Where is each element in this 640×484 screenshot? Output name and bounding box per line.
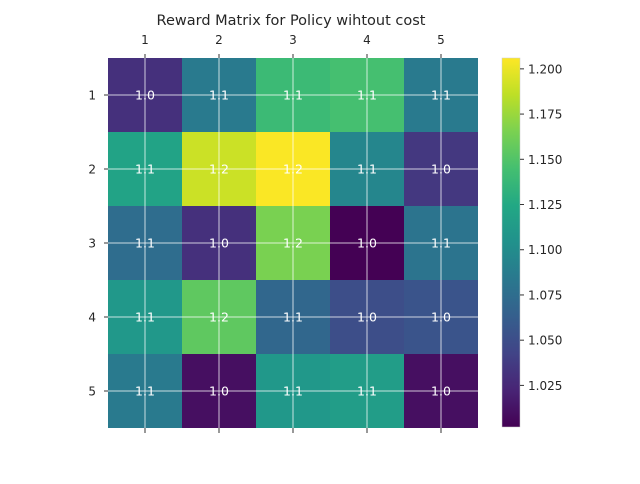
cell-label: 1.1 (135, 310, 155, 325)
colorbar-tick-label: 1.075 (528, 288, 562, 302)
grid-lines (108, 58, 478, 428)
cell-label: 1.2 (283, 162, 303, 177)
x-axis-ticks: 1 2 3 4 5 (141, 33, 445, 433)
x-tick-label: 2 (215, 33, 223, 47)
cell-label: 1.0 (431, 384, 451, 399)
colorbar-tick-label: 1.150 (528, 153, 562, 167)
cell-label: 1.0 (431, 310, 451, 325)
y-tick-label: 2 (88, 163, 96, 177)
colorbar-tick-label: 1.100 (528, 243, 562, 257)
cell-label: 1.1 (209, 88, 229, 103)
cell-label: 1.0 (357, 310, 377, 325)
colorbar: 1.025 1.050 1.075 1.100 1.125 1.150 1.175 1.200 (501, 57, 562, 428)
y-tick-label: 4 (88, 311, 96, 325)
colorbar-tick-label: 1.050 (528, 334, 562, 348)
cell-label: 1.1 (135, 162, 155, 177)
cell-label: 1.1 (431, 88, 451, 103)
cell-label: 1.0 (431, 162, 451, 177)
y-tick-label: 5 (88, 385, 96, 399)
y-tick-label: 3 (88, 237, 96, 251)
cell-label: 1.0 (135, 88, 155, 103)
cell-label: 1.1 (135, 384, 155, 399)
colorbar-tick-label: 1.175 (528, 108, 562, 122)
colorbar-tick-label: 1.125 (528, 198, 562, 212)
cell-label: 1.0 (209, 384, 229, 399)
cell-label: 1.1 (357, 384, 377, 399)
x-tick-label: 1 (141, 33, 149, 47)
cell-labels: 1.0 1.1 1.1 1.1 1.1 1.1 1.2 1.2 1.1 1.0 1.1 1.0 1.2 1… (135, 88, 451, 399)
x-tick-label: 3 (289, 33, 297, 47)
cell-label: 1.2 (209, 310, 229, 325)
x-tick-label: 4 (363, 33, 371, 47)
cell-label: 1.1 (283, 384, 303, 399)
cell-label: 1.1 (431, 236, 451, 251)
cell-label: 1.1 (283, 310, 303, 325)
cell-label: 1.1 (135, 236, 155, 251)
y-tick-label: 1 (88, 89, 96, 103)
colorbar-tick-label: 1.200 (528, 62, 562, 76)
x-tick-label: 5 (437, 33, 445, 47)
chart-title: Reward Matrix for Policy wihtout cost (157, 13, 426, 29)
cell-label: 1.1 (357, 88, 377, 103)
cell-label: 1.2 (209, 162, 229, 177)
cell-label: 1.0 (209, 236, 229, 251)
colorbar-tick-label: 1.025 (528, 379, 562, 393)
cell-label: 1.1 (357, 162, 377, 177)
cell-label: 1.1 (283, 88, 303, 103)
y-axis-ticks: 1 2 3 4 5 (88, 89, 108, 399)
cell-label: 1.2 (283, 236, 303, 251)
cell-label: 1.0 (357, 236, 377, 251)
colorbar-gradient (501, 57, 521, 428)
